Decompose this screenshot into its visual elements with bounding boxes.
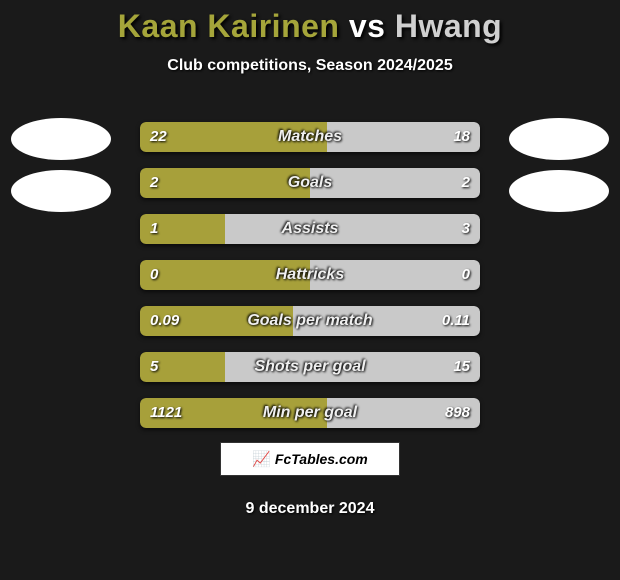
club-logo-left — [11, 170, 111, 212]
footer-brand-box: 📈 FcTables.com — [220, 442, 400, 476]
stat-label: Assists — [140, 214, 480, 244]
club-logo-left — [11, 118, 111, 160]
vs-label: vs — [349, 8, 386, 44]
stat-row: 22Goals — [140, 168, 480, 198]
stat-row: 0.090.11Goals per match — [140, 306, 480, 336]
left-logos — [6, 118, 116, 222]
chart-icon: 📈 — [252, 450, 271, 468]
club-logo-right — [509, 118, 609, 160]
stat-label: Goals per match — [140, 306, 480, 336]
subtitle: Club competitions, Season 2024/2025 — [0, 57, 620, 75]
stat-label: Min per goal — [140, 398, 480, 428]
player1-name: Kaan Kairinen — [118, 8, 340, 44]
stat-label: Matches — [140, 122, 480, 152]
stats-bars: 2218Matches 22Goals 13Assists 00Hattricks 0.… — [140, 122, 480, 444]
stat-row: 00Hattricks — [140, 260, 480, 290]
right-logos — [504, 118, 614, 222]
stat-label: Goals — [140, 168, 480, 198]
player2-name: Hwang — [395, 8, 502, 44]
date-label: 9 december 2024 — [0, 500, 620, 518]
stat-row: 13Assists — [140, 214, 480, 244]
stat-row: 2218Matches — [140, 122, 480, 152]
stat-label: Hattricks — [140, 260, 480, 290]
stat-row: 1121898Min per goal — [140, 398, 480, 428]
stat-row: 515Shots per goal — [140, 352, 480, 382]
brand-label: FcTables.com — [275, 451, 368, 467]
comparison-title: Kaan Kairinen vs Hwang — [0, 0, 620, 45]
stat-label: Shots per goal — [140, 352, 480, 382]
club-logo-right — [509, 170, 609, 212]
